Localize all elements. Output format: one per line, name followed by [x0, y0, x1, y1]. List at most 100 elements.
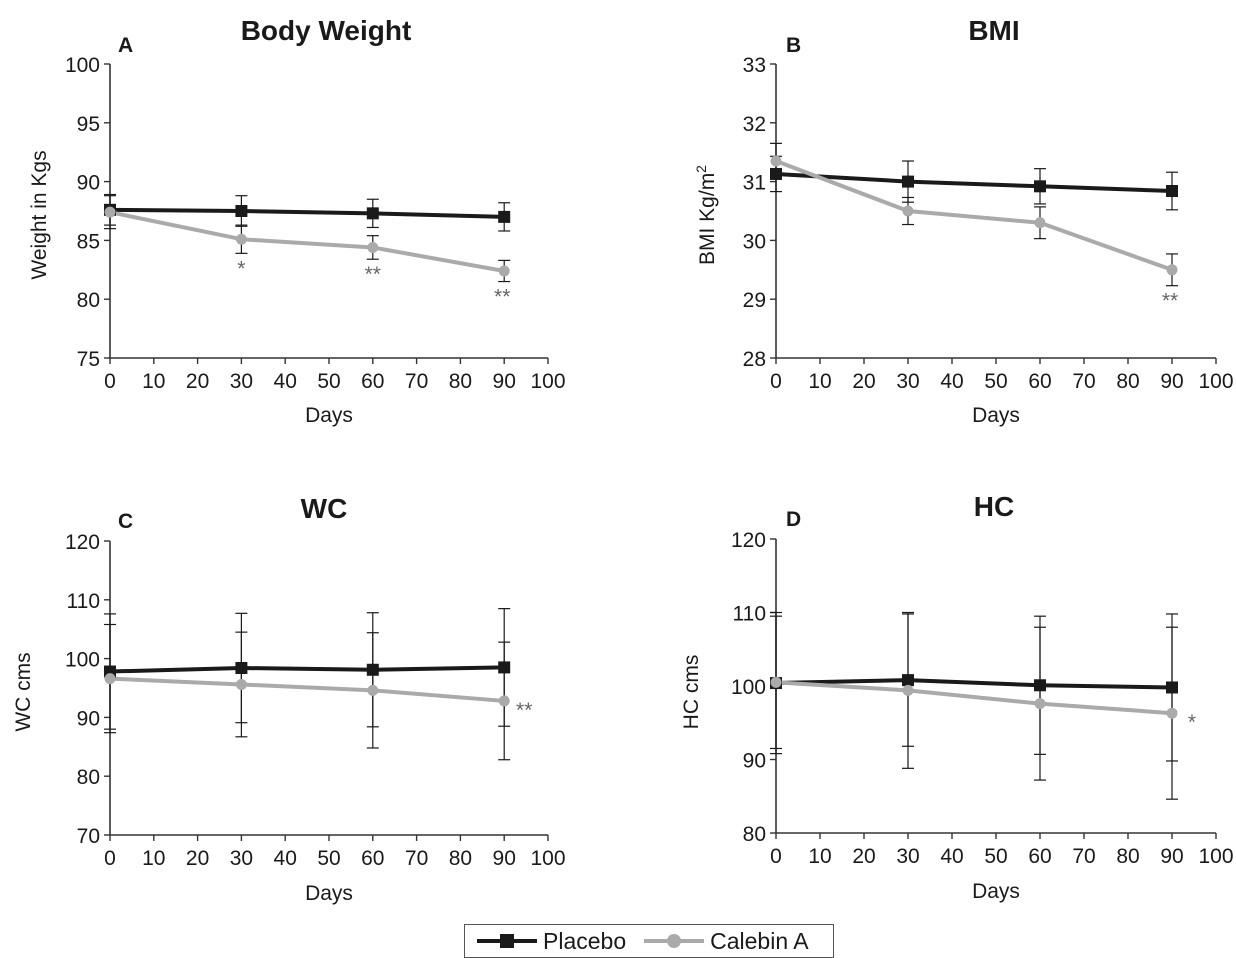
panel-d: HC D 80 90 100 110 120 0 10 20 30 40 50 60 70 80 90 100 Da…: [680, 491, 1234, 903]
panel-a-series-placebo-point: [235, 205, 248, 217]
panel-c-x-tick-label: 90: [493, 847, 516, 870]
panel-b-y-label: BMI Kg/m2: [693, 165, 719, 265]
panel-a-x-tick-label: 80: [449, 370, 472, 393]
panel-b-series-placebo-point: [902, 175, 914, 188]
panel-c-series-placebo-point: [235, 662, 248, 675]
panel-a-x-tick-label: 90: [493, 370, 516, 393]
panel-d-x-tick-label: 90: [1160, 845, 1183, 868]
panel-c-series-calebin-a-line: [109, 676, 505, 703]
panel-a-x-tick-label: 40: [274, 370, 297, 393]
panel-a-y-tick-label: 100: [65, 54, 100, 77]
panel-c-series-calebin-a-point: [367, 684, 379, 696]
panel-c-y-tick-label: 90: [77, 707, 100, 730]
panel-b-series-calebin-a-line: [775, 159, 1173, 272]
panel-d-series-placebo-point: [902, 674, 914, 687]
legend-swatch-placebo: [477, 934, 537, 948]
legend-entry-calebin: Calebin A: [644, 927, 809, 955]
panel-a-x-tick-label: 10: [142, 370, 165, 393]
panel-d-x-tick-label: 60: [1028, 845, 1051, 868]
panel-d-series-placebo-point: [1166, 681, 1178, 694]
panel-b-x-tick-label: 50: [984, 370, 1007, 393]
panel-a-x-label: Days: [305, 404, 353, 427]
panel-d-y-tick-label: 90: [743, 750, 766, 773]
panel-c: WC C 70 80 90 100 110 120 0 10 20 30 40 50 60 70 80 90 100…: [12, 493, 566, 905]
panel-a-series-placebo-point: [366, 207, 379, 220]
panel-d-letter: D: [786, 508, 801, 531]
panel-b-y-tick-label: 33: [743, 54, 766, 77]
panel-b-letter: B: [786, 34, 801, 57]
legend-marker-placebo: [500, 934, 514, 948]
panel-a-significance-90: **: [494, 286, 510, 309]
panel-c-series-placebo-point: [498, 661, 511, 674]
panel-b-series-calebin-a-point: [1166, 264, 1178, 276]
panel-c-y-tick-label: 70: [77, 825, 100, 848]
panel-a-y-tick-label: 80: [77, 289, 100, 312]
panel-d-series-calebin-a-point: [770, 676, 782, 688]
panel-c-title: WC: [301, 493, 348, 524]
panel-b-series-placebo-point: [770, 167, 782, 180]
panel-d-x-tick-label: 10: [808, 845, 831, 868]
panel-a-series-placebo-line: [109, 207, 505, 219]
panel-b-series-calebin-a-point: [1034, 217, 1046, 229]
panel-a-series-calebin-a-point: [104, 206, 116, 218]
panel-b-x-tick-label: 30: [896, 370, 919, 393]
legend-entry-placebo: Placebo: [477, 928, 626, 955]
panel-a-y-tick-label: 75: [77, 348, 100, 371]
panel-a-x-tick-label: 30: [230, 370, 253, 393]
panel-d-title: HC: [974, 491, 1014, 522]
panel-d-series-calebin-a-point: [902, 684, 914, 696]
panel-a-series-calebin-a-point: [235, 233, 247, 245]
panel-c-x-tick-label: 40: [274, 847, 297, 870]
panel-b-y-tick-label: 28: [743, 348, 766, 371]
panel-d-x-tick-label: 0: [770, 845, 782, 868]
panel-a-letter: A: [118, 34, 133, 57]
panel-c-x-tick-label: 60: [361, 847, 384, 870]
panel-b-series-calebin-a-point: [770, 155, 782, 167]
panel-a-x-tick-label: 70: [405, 370, 428, 393]
panel-a-x-tick-label: 60: [361, 370, 384, 393]
panel-a-series-calebin-a-point: [367, 241, 379, 253]
panel-b: BMI B 28 29 30 31 32 33 0 10 20 30 40 50 60 70 80 90 100 Da…: [693, 15, 1234, 427]
panel-d-series-calebin-a-line: [775, 680, 1173, 716]
panel-a-y-tick-label: 95: [77, 113, 100, 136]
panel-d-x-tick-label: 40: [940, 845, 963, 868]
panel-a-significance-30: *: [237, 257, 245, 280]
panel-a-y-tick-label: 90: [77, 172, 100, 195]
panel-b-series-placebo-point: [1034, 180, 1046, 193]
panel-b-x-tick-label: 90: [1160, 370, 1183, 393]
panel-d-series-placebo-point: [1034, 679, 1046, 692]
panel-d-x-tick-label: 30: [896, 845, 919, 868]
panel-c-series-calebin-a-point: [498, 695, 510, 707]
panel-c-series-placebo-line: [109, 665, 505, 674]
panel-b-y-tick-label: 31: [743, 172, 766, 195]
panel-b-x-tick-label: 60: [1028, 370, 1051, 393]
panel-c-x-label: Days: [305, 882, 353, 905]
panel-a-y-tick-label: 85: [77, 230, 100, 253]
panel-b-series-calebin-a-point: [902, 205, 914, 217]
panel-c-significance-90: **: [516, 699, 532, 722]
panel-d-x-tick-label: 100: [1198, 845, 1233, 868]
legend-label-calebin: Calebin A: [710, 927, 809, 954]
panel-c-x-tick-label: 30: [230, 847, 253, 870]
panel-b-x-tick-label: 80: [1116, 370, 1139, 393]
panel-c-x-tick-label: 10: [142, 847, 165, 870]
panel-a: Body Weight A 75 80 85 90 95 100 0 10 20 30 40 50 60 70…: [28, 15, 566, 427]
panel-b-x-tick-label: 20: [852, 370, 875, 393]
panel-b-x-tick-label: 70: [1072, 370, 1095, 393]
legend-swatch-calebin: [644, 934, 705, 948]
panel-c-series-placebo-point: [366, 663, 379, 676]
panel-b-x-tick-label: 40: [940, 370, 963, 393]
panel-d-x-tick-label: 80: [1116, 845, 1139, 868]
panel-a-series-placebo-point: [498, 210, 511, 223]
panel-c-x-tick-label: 50: [317, 847, 340, 870]
panel-c-y-label: WC cms: [12, 652, 35, 731]
legend-marker-calebin: [667, 934, 682, 948]
panel-d-y-tick-label: 120: [731, 529, 766, 552]
panel-d-y-tick-label: 80: [743, 823, 766, 846]
panel-b-y-tick-label: 29: [743, 289, 766, 312]
panel-a-series-calebin-a-point: [498, 265, 510, 277]
panel-d-y-label: HC cms: [680, 655, 703, 730]
panel-b-series-placebo-line: [775, 171, 1173, 194]
panel-c-x-tick-label: 100: [530, 847, 565, 870]
